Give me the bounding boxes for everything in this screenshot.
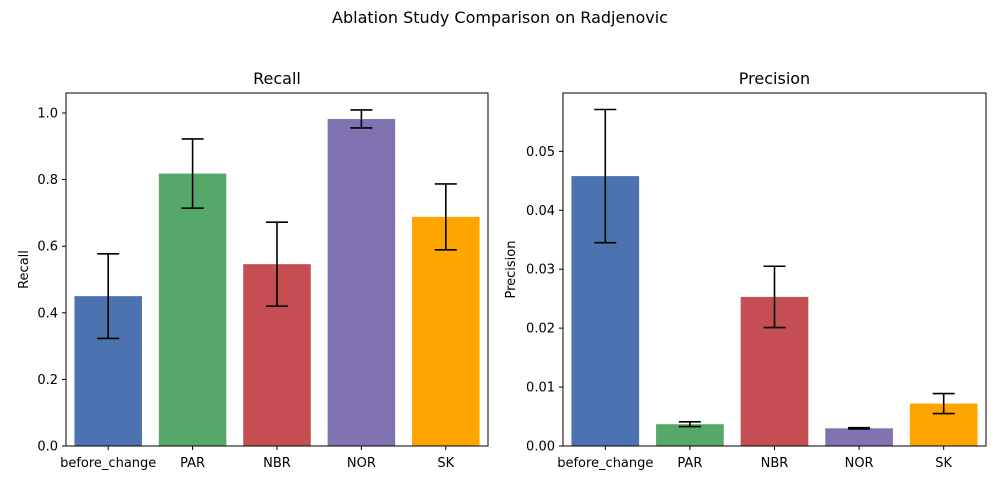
recall-ytick-label: 0.8: [37, 173, 58, 188]
recall-ytick-label: 1.0: [37, 106, 58, 121]
recall-ytick-label: 0.0: [37, 440, 58, 455]
recall-panel: before_change PAR NBR NOR SK 0.0 0.2 0.4 0.6 0.8 1…: [17, 69, 489, 471]
precision-errorbar-sk: [932, 392, 955, 415]
recall-ytick-label: 0.6: [37, 240, 58, 255]
recall-bar-par: [158, 173, 227, 446]
recall-xtick-label: PAR: [180, 456, 205, 471]
recall-ylabel: Recall: [17, 250, 32, 289]
recall-errorbar-nor: [350, 109, 373, 129]
precision-panel: before_change PAR NBR NOR SK 0.00 0.01 0.02 0.03…: [504, 69, 987, 471]
recall-errorbar-sk: [434, 183, 457, 251]
precision-ytick-label: 0.02: [526, 322, 555, 337]
precision-errorbar-nbr: [763, 265, 786, 329]
figure-title: Ablation Study Comparison on Radjenovic: [332, 8, 668, 27]
precision-errorbar-par: [678, 421, 701, 428]
precision-ytick-label: 0.03: [526, 263, 555, 278]
precision-xtick-label: PAR: [677, 456, 702, 471]
recall-bar-sk: [412, 216, 480, 446]
recall-ytick-label: 0.2: [37, 373, 58, 388]
precision-bar-par: [656, 424, 724, 446]
precision-xtick-label: NBR: [761, 456, 789, 471]
recall-errorbar-nbr: [266, 221, 288, 307]
recall-errorbar-par: [181, 138, 204, 210]
precision-xtick-label: NOR: [845, 456, 874, 471]
recall-title: Recall: [253, 69, 301, 88]
precision-ylabel: Precision: [504, 240, 519, 298]
recall-axes-frame: [65, 92, 489, 447]
recall-xtick-label: NBR: [263, 456, 291, 471]
recall-xtick-label: NOR: [347, 456, 376, 471]
precision-ytick-label: 0.04: [526, 204, 555, 219]
precision-xtick-label: before_change: [557, 456, 653, 471]
precision-title: Precision: [739, 69, 810, 88]
precision-ytick-label: 0.00: [526, 440, 555, 455]
recall-bar-nor: [327, 118, 396, 447]
recall-ytick-label: 0.4: [37, 306, 58, 321]
precision-ytick-label: 0.01: [526, 381, 555, 396]
precision-errorbar-before-change: [594, 108, 617, 244]
recall-xtick-label: before_change: [60, 456, 156, 471]
precision-errorbar-nor: [848, 426, 871, 430]
precision-axes-frame: [562, 92, 987, 447]
recall-errorbar-before-change: [97, 253, 120, 340]
precision-ytick-label: 0.05: [526, 145, 555, 160]
recall-xtick-label: SK: [437, 456, 454, 471]
precision-bar-nor: [825, 428, 893, 446]
precision-xtick-label: SK: [935, 456, 952, 471]
